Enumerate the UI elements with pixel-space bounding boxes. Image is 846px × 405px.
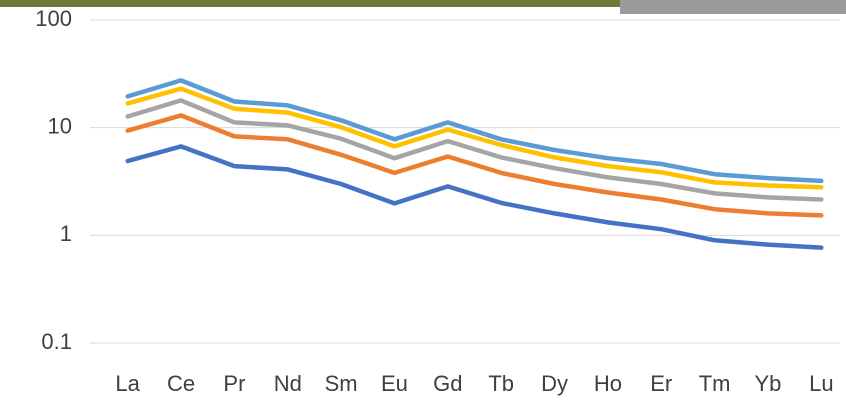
x-tick-label: Nd xyxy=(274,371,302,396)
y-tick-label: 10 xyxy=(48,113,72,138)
x-tick-label: Sm xyxy=(325,371,358,396)
x-tick-label: Er xyxy=(650,371,672,396)
x-tick-label: Yb xyxy=(755,371,782,396)
y-tick-label: 0.1 xyxy=(41,329,72,354)
chart: 0.1 1 10 100 La Ce Pr Nd Sm Eu Gd Tb Dy Ho Er Tm Yb Lu xyxy=(0,0,846,405)
photo-edge xyxy=(620,0,846,14)
x-tick-label: Tm xyxy=(699,371,731,396)
photo-edge xyxy=(0,0,620,7)
x-tick-label: Gd xyxy=(433,371,462,396)
y-tick-label: 100 xyxy=(35,6,72,31)
y-tick-label: 1 xyxy=(60,221,72,246)
x-tick-label: Lu xyxy=(809,371,833,396)
x-tick-label: Dy xyxy=(541,371,568,396)
x-tick-label: Ho xyxy=(594,371,622,396)
x-tick-label: Tb xyxy=(488,371,514,396)
x-tick-label: La xyxy=(115,371,140,396)
background xyxy=(0,0,846,405)
x-tick-label: Pr xyxy=(223,371,245,396)
x-tick-label: Ce xyxy=(167,371,195,396)
x-tick-label: Eu xyxy=(381,371,408,396)
